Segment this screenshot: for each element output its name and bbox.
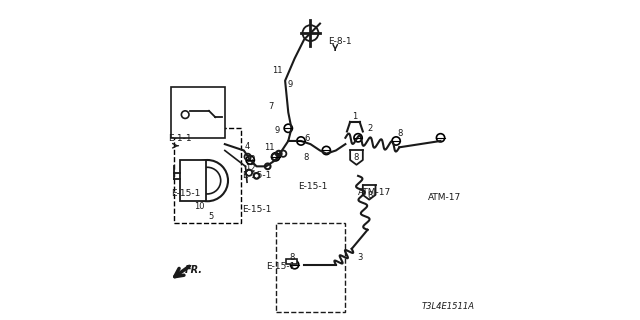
Text: E-15-1: E-15-1 <box>243 205 271 214</box>
Text: 2: 2 <box>367 124 372 133</box>
Bar <box>285 259 297 264</box>
Text: 10: 10 <box>194 202 204 211</box>
Text: 12: 12 <box>245 164 255 173</box>
Text: FR.: FR. <box>185 265 203 275</box>
Text: E-8-1: E-8-1 <box>328 37 351 46</box>
Text: 12: 12 <box>246 155 256 164</box>
Text: 8: 8 <box>303 153 309 162</box>
Text: 3: 3 <box>357 253 363 262</box>
Text: 8: 8 <box>290 253 295 262</box>
Text: 8: 8 <box>367 191 373 200</box>
Text: 11: 11 <box>264 143 275 153</box>
Text: E-1-1: E-1-1 <box>168 134 191 143</box>
Text: 8: 8 <box>397 129 403 138</box>
Text: 5: 5 <box>209 212 214 221</box>
Text: E-15-1: E-15-1 <box>171 189 200 198</box>
Text: E-15-1: E-15-1 <box>243 172 271 180</box>
Text: E-15-1: E-15-1 <box>266 262 296 271</box>
Text: 6: 6 <box>305 134 310 143</box>
FancyBboxPatch shape <box>180 160 206 201</box>
Text: 4: 4 <box>245 142 250 151</box>
Text: ATM-17: ATM-17 <box>357 188 390 197</box>
Text: 11: 11 <box>272 66 282 75</box>
Text: 9: 9 <box>287 80 292 89</box>
Text: ATM-17: ATM-17 <box>428 193 461 202</box>
Text: E-15-1: E-15-1 <box>298 181 327 190</box>
Text: 7: 7 <box>268 102 274 111</box>
Text: 9: 9 <box>274 126 279 135</box>
FancyBboxPatch shape <box>171 87 225 138</box>
Text: T3L4E1511A: T3L4E1511A <box>422 302 474 311</box>
Text: 8: 8 <box>353 153 358 162</box>
Text: 1: 1 <box>352 112 357 121</box>
